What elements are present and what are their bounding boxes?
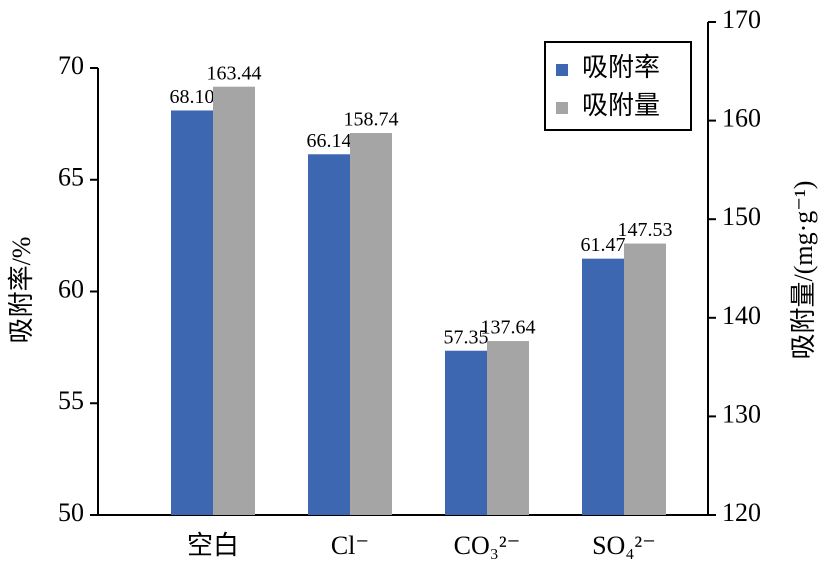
value-label: 158.74: [344, 109, 399, 131]
x-tick-label: SO₄²⁻: [592, 531, 656, 560]
y2-tick-label: 120: [722, 498, 761, 527]
y2-tick-label: 160: [722, 104, 761, 133]
y-tick-label: 70: [58, 51, 84, 80]
legend-label: 吸附量: [582, 91, 660, 120]
value-label: 137.64: [481, 317, 536, 339]
bar: [487, 341, 529, 515]
y-tick-label: 55: [58, 386, 84, 415]
value-label: 61.47: [581, 234, 626, 256]
bar: [213, 86, 255, 515]
bar: [171, 110, 213, 515]
value-label: 147.53: [618, 219, 673, 241]
y2-tick-label: 130: [722, 399, 761, 428]
bar: [624, 243, 666, 515]
x-tick-label: CO₃²⁻: [454, 531, 521, 560]
y-tick-label: 50: [58, 498, 84, 527]
y2-axis-label: 吸附量/(mg·g⁻¹): [789, 181, 818, 360]
legend-swatch: [556, 64, 568, 76]
legend: [544, 41, 692, 131]
x-tick-label: 空白: [187, 531, 239, 560]
value-label: 57.35: [444, 326, 489, 348]
y-axis-label: 吸附率/%: [7, 237, 36, 344]
y2-tick-label: 150: [722, 202, 761, 231]
y2-tick-label: 170: [722, 5, 761, 34]
legend-swatch: [556, 102, 568, 114]
value-label: 68.10: [170, 86, 215, 108]
bar: [445, 350, 487, 515]
x-tick-label: Cl⁻: [331, 531, 369, 560]
value-label: 163.44: [207, 62, 262, 84]
bar: [582, 258, 624, 515]
value-label: 66.14: [307, 130, 352, 152]
y2-tick-label: 140: [722, 301, 761, 330]
y-tick-label: 60: [58, 274, 84, 303]
bar: [308, 154, 350, 515]
y-tick-label: 65: [58, 163, 84, 192]
legend-label: 吸附率: [582, 53, 660, 82]
bar: [350, 133, 392, 515]
